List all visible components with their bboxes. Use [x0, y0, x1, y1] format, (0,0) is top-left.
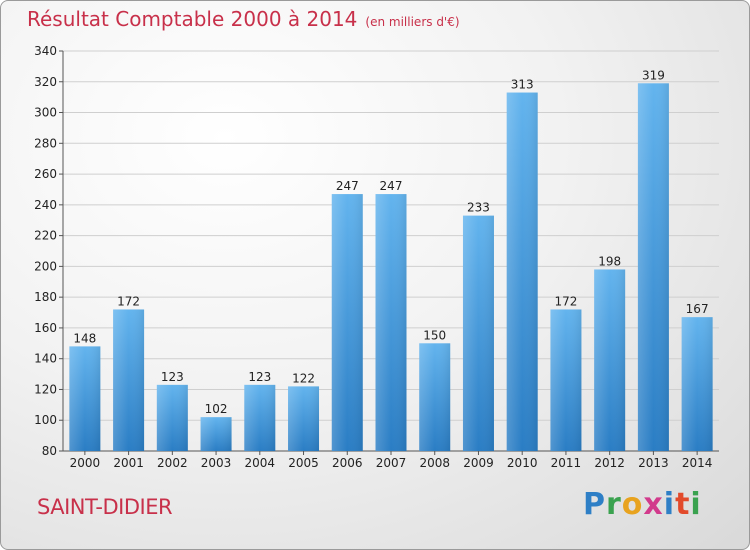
logo-letter: x: [643, 487, 664, 522]
chart-unit: (en milliers d'€): [365, 15, 460, 29]
logo-letter: o: [621, 487, 644, 522]
y-tick-label: 100: [34, 413, 57, 427]
logo-letter: i: [663, 487, 676, 522]
bar-shine-2009: [462, 215, 494, 451]
value-label-2012: 198: [598, 254, 621, 268]
x-tick-label-2010: 2010: [507, 456, 538, 470]
value-label-2013: 319: [642, 68, 665, 82]
value-label-2008: 150: [423, 328, 446, 342]
x-tick-label-2000: 2000: [70, 456, 101, 470]
y-tick-label: 120: [34, 382, 57, 396]
bar-shine-2003: [200, 417, 232, 451]
y-tick-label: 240: [34, 198, 57, 212]
bar-shine-2012: [594, 269, 626, 451]
bar-shine-2013: [637, 83, 669, 452]
bar-shine-2011: [550, 309, 582, 451]
y-tick-label: 200: [34, 259, 57, 273]
bar-shine-2008: [419, 343, 451, 451]
value-label-2004: 123: [248, 370, 271, 384]
value-label-2003: 102: [205, 402, 228, 416]
logo-letter: t: [675, 487, 691, 522]
chart-title-text: Résultat Comptable 2000 à 2014: [27, 7, 358, 31]
value-label-2009: 233: [467, 201, 490, 215]
y-tick-label: 260: [34, 167, 57, 181]
bar-layer: [69, 83, 713, 452]
x-tick-label-2001: 2001: [113, 456, 144, 470]
proxiti-logo: Proxiti: [583, 487, 702, 522]
x-tick-label-2003: 2003: [201, 456, 232, 470]
value-label-2007: 247: [380, 179, 403, 193]
x-tick-label-2006: 2006: [332, 456, 363, 470]
y-tick-label: 220: [34, 229, 57, 243]
label-layer: 148 2000 172 2001 123 2002 102 2003 123 2004 122 20…: [70, 68, 713, 470]
bar-shine-2006: [331, 194, 363, 452]
value-label-2006: 247: [336, 179, 359, 193]
x-tick-label-2002: 2002: [157, 456, 188, 470]
value-label-2002: 123: [161, 370, 184, 384]
x-tick-label-2011: 2011: [551, 456, 582, 470]
y-tick-label: 140: [34, 352, 57, 366]
y-tick-label: 160: [34, 321, 57, 335]
y-tick-label: 300: [34, 106, 57, 120]
y-tick-label: 280: [34, 136, 57, 150]
value-label-2000: 148: [73, 331, 96, 345]
bar-shine-2014: [681, 317, 713, 451]
bar-shine-2010: [506, 92, 538, 452]
x-tick-label-2007: 2007: [376, 456, 407, 470]
x-tick-label-2008: 2008: [419, 456, 450, 470]
bar-shine-2000: [69, 346, 101, 451]
y-tick-label: 80: [42, 444, 57, 458]
bar-shine-2002: [156, 384, 188, 451]
value-label-2010: 313: [511, 78, 534, 92]
y-tick-label: 320: [34, 75, 57, 89]
value-label-2014: 167: [686, 302, 709, 316]
x-tick-label-2014: 2014: [682, 456, 713, 470]
value-label-2005: 122: [292, 371, 315, 385]
bar-shine-2001: [113, 309, 145, 451]
logo-letter: i: [690, 487, 702, 522]
value-label-2011: 172: [554, 294, 577, 308]
logo-letter: P: [583, 487, 606, 522]
x-tick-label-2013: 2013: [638, 456, 669, 470]
y-tick-label: 340: [34, 44, 57, 58]
x-tick-label-2004: 2004: [245, 456, 276, 470]
x-tick-label-2009: 2009: [463, 456, 494, 470]
bar-shine-2007: [375, 194, 407, 452]
value-label-2001: 172: [117, 294, 140, 308]
town-name: SAINT-DIDIER: [37, 495, 173, 519]
x-tick-label-2005: 2005: [288, 456, 319, 470]
y-tick-label: 180: [34, 290, 57, 304]
logo-letter: r: [606, 487, 622, 522]
chart-title: Résultat Comptable 2000 à 2014 (en millie…: [27, 7, 460, 31]
bar-shine-2005: [288, 386, 320, 451]
bar-shine-2004: [244, 384, 276, 451]
x-tick-label-2012: 2012: [594, 456, 625, 470]
